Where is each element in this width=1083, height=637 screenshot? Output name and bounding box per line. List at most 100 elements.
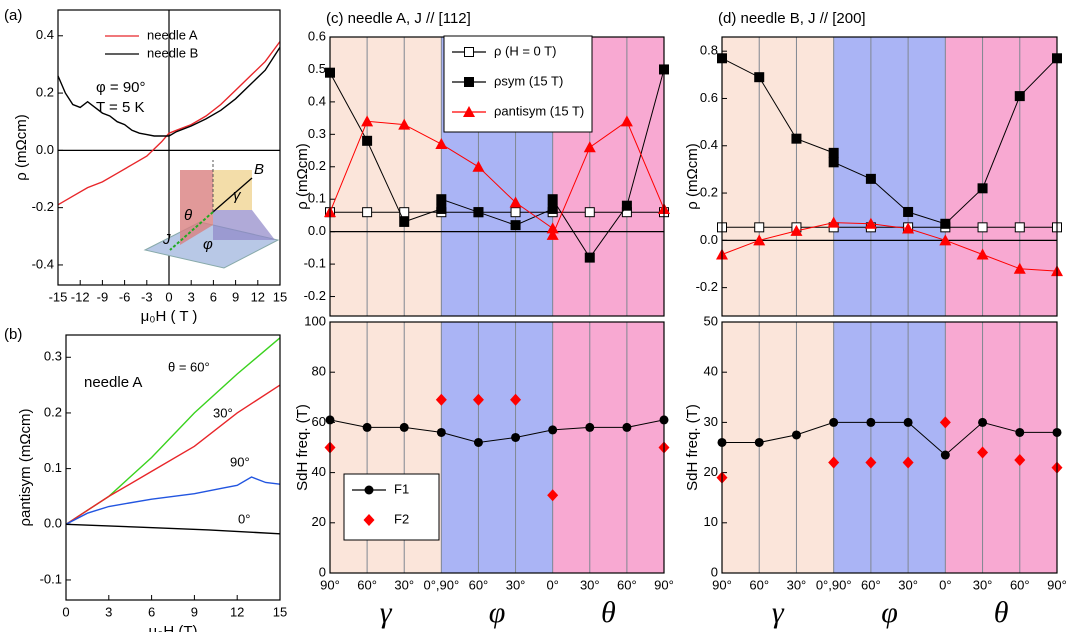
y-tick-label: 60 — [312, 414, 326, 429]
inset-label: J — [162, 231, 171, 248]
y-tick-label: 0.4 — [36, 27, 54, 42]
marker — [472, 393, 484, 406]
legend-label: F1 — [394, 481, 409, 496]
x-axis-label: μ₀H ( T ) — [141, 308, 198, 325]
y-tick-label: 0.1 — [44, 460, 62, 475]
series-line — [57, 46, 281, 137]
marker — [435, 138, 448, 150]
marker — [1014, 454, 1026, 467]
y-tick-label: 0.0 — [36, 142, 54, 157]
legend-label: F2 — [394, 511, 409, 526]
plot-frame — [65, 334, 281, 601]
marker — [864, 217, 877, 229]
x-tick-label: -6 — [119, 289, 131, 304]
series-label: 90° — [230, 454, 250, 469]
marker — [436, 427, 446, 437]
legend-label: needle B — [147, 45, 198, 60]
region-label: θ — [601, 596, 616, 629]
marker — [978, 417, 988, 427]
x-tick-label: 30° — [787, 577, 807, 592]
y-tick-label: 0.0 — [700, 232, 718, 247]
marker — [362, 422, 372, 432]
y-tick-label: 0 — [711, 564, 718, 579]
y-axis-label: SdH freq. (T) — [294, 404, 311, 491]
y-tick-label: 30 — [704, 414, 718, 429]
marker — [546, 228, 559, 240]
marker — [584, 252, 595, 263]
y-tick-label: 0.4 — [700, 137, 718, 152]
marker — [363, 514, 375, 526]
marker — [621, 200, 632, 211]
y-axis-label: ρantisym (mΩcm) — [17, 408, 34, 526]
region — [945, 37, 1057, 316]
marker — [511, 432, 521, 442]
series-line — [329, 419, 665, 444]
marker — [510, 393, 522, 406]
marker — [754, 222, 765, 233]
inset-arrow — [212, 177, 253, 213]
x-axis-label: μ₀H (T) — [148, 623, 197, 632]
x-tick-label: 90° — [712, 577, 732, 592]
series-line — [65, 476, 281, 525]
y-tick-label: 0.2 — [700, 184, 718, 199]
series-line — [722, 421, 1057, 456]
region — [552, 322, 664, 573]
series-line — [57, 41, 281, 206]
x-tick-label: 90° — [654, 577, 674, 592]
inset-label: φ — [203, 236, 213, 253]
x-tick-label: 60° — [861, 577, 881, 592]
region-label: φ — [881, 596, 898, 629]
y-tick-label: 0.1 — [308, 191, 326, 206]
y-tick-label: 10 — [704, 514, 718, 529]
x-tick-label: 30° — [973, 577, 993, 592]
y-tick-label: 0.2 — [308, 158, 326, 173]
plot-frame — [329, 321, 665, 574]
marker — [902, 456, 914, 469]
x-tick-label: 0° — [546, 577, 558, 592]
region — [441, 322, 553, 573]
marker — [939, 416, 951, 429]
x-tick-label: 60° — [617, 577, 637, 592]
marker — [464, 47, 474, 57]
series-line — [329, 69, 665, 259]
region — [722, 37, 834, 316]
y-tick-label: -0.2 — [696, 279, 718, 294]
y-tick-label: -0.1 — [40, 571, 62, 586]
x-tick-label: 60° — [357, 577, 377, 592]
marker — [754, 72, 765, 83]
y-tick-label: -0.2 — [32, 199, 54, 214]
marker — [977, 183, 988, 194]
legend-box — [343, 473, 440, 541]
x-tick-label: 15 — [273, 289, 287, 304]
marker — [546, 222, 559, 234]
marker — [398, 118, 411, 130]
marker — [939, 234, 952, 246]
marker — [866, 417, 876, 427]
marker — [472, 160, 485, 172]
marker — [510, 207, 521, 218]
marker — [362, 207, 373, 218]
marker — [790, 224, 803, 236]
y-tick-label: 40 — [704, 364, 718, 379]
x-tick-label: 60° — [469, 577, 489, 592]
y-tick-label: 0.2 — [44, 404, 62, 419]
x-tick-label: 6 — [148, 604, 155, 619]
y-tick-label: 100 — [304, 313, 326, 328]
region-label: γ — [772, 596, 785, 629]
marker — [547, 203, 558, 214]
x-tick-label: 6 — [210, 289, 217, 304]
panel-label: (b) — [4, 326, 22, 343]
marker — [464, 77, 474, 87]
chart-title: (d) needle B, J // [200] — [718, 10, 866, 27]
marker — [1015, 427, 1025, 437]
marker — [547, 489, 559, 502]
marker — [463, 106, 475, 117]
y-tick-label: 0.2 — [36, 85, 54, 100]
marker — [828, 157, 839, 168]
y-tick-label: 0.4 — [308, 93, 326, 108]
marker — [510, 220, 521, 231]
marker — [827, 216, 840, 228]
marker — [435, 393, 447, 406]
inset-label: γ — [233, 187, 242, 204]
marker — [865, 456, 877, 469]
